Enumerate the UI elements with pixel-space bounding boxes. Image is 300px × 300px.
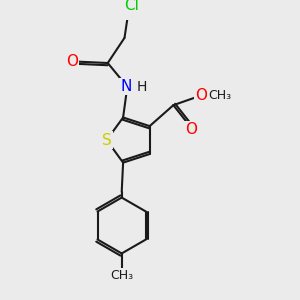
Text: CH₃: CH₃	[208, 89, 231, 102]
Text: O: O	[66, 54, 78, 69]
Text: S: S	[102, 133, 112, 148]
Text: Cl: Cl	[124, 0, 139, 13]
Text: O: O	[195, 88, 207, 103]
Text: H: H	[136, 80, 147, 94]
Text: O: O	[185, 122, 197, 137]
Text: N: N	[120, 79, 132, 94]
Text: CH₃: CH₃	[110, 269, 133, 282]
